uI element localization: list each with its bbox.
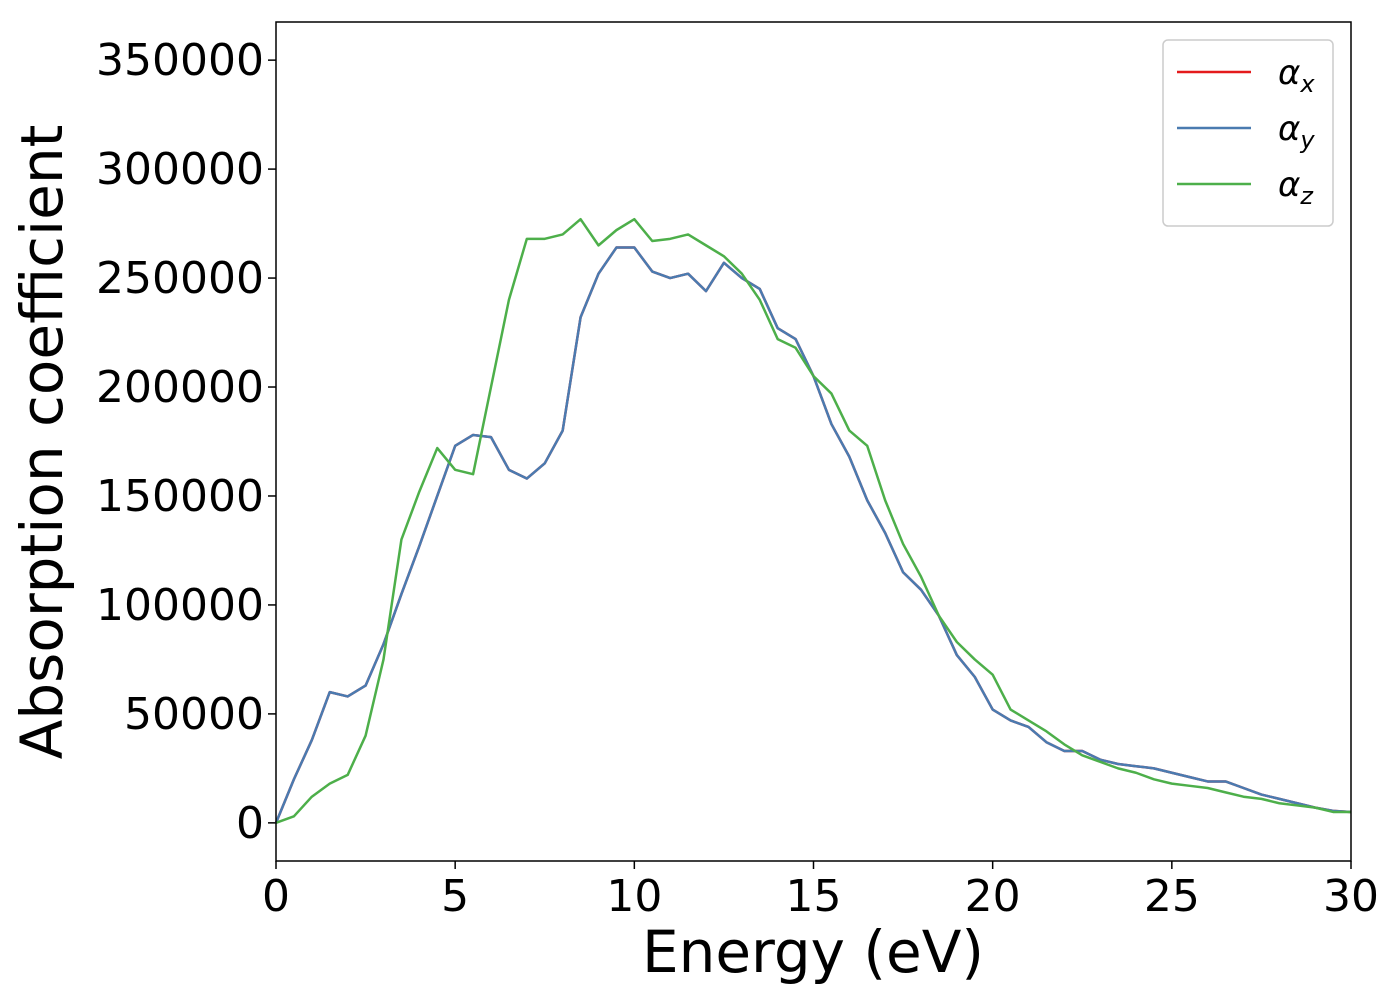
x-tick-label: 20 [965, 871, 1021, 922]
x-tick-label: 10 [606, 871, 662, 922]
legend-label: αx [1278, 53, 1315, 98]
y-tick-label: 300000 [96, 144, 264, 195]
x-tick-label: 15 [786, 871, 842, 922]
line-series [275, 217, 1351, 825]
plot-frame [275, 21, 1352, 862]
x-tick-label: 25 [1144, 871, 1200, 922]
x-tick-label: 30 [1323, 871, 1379, 922]
y-tick-label: 250000 [96, 253, 264, 304]
x-axis-label: Energy (eV) [642, 918, 984, 986]
y-tick-label: 150000 [96, 471, 264, 522]
x-tick-label: 5 [441, 871, 469, 922]
legend-label: αz [1278, 165, 1314, 210]
legend-label: αy [1278, 109, 1315, 154]
y-tick-label: 200000 [96, 362, 264, 413]
y-tick-label: 50000 [124, 689, 264, 740]
y-axis-label: Absorption coefficient [8, 125, 76, 760]
line-series [274, 246, 1352, 824]
y-tick-label: 0 [236, 798, 264, 849]
line-series [274, 246, 1352, 824]
y-tick-label: 350000 [96, 35, 264, 86]
x-tick-label: 0 [262, 871, 290, 922]
legend-box [1162, 39, 1334, 227]
y-tick-label: 100000 [96, 580, 264, 631]
